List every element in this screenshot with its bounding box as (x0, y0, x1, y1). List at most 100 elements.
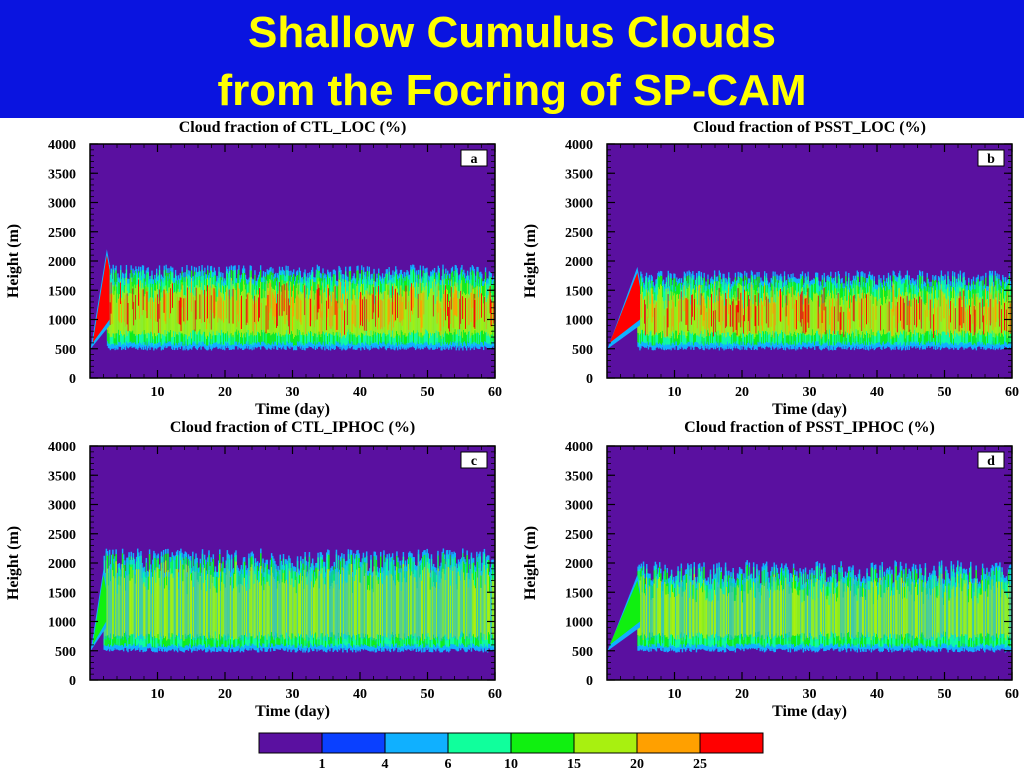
x-tick-label: 10 (151, 385, 165, 400)
chart-panel-a: a Cloud fraction of CTL_LOC (%) 0 500 1000 15… (5, 119, 502, 418)
colorbar-label: 20 (630, 757, 644, 768)
panel-label: c (471, 454, 477, 469)
x-tick-label: 30 (803, 385, 817, 400)
x-axis-label: Time (day) (772, 703, 847, 720)
y-tick-label: 2500 (48, 528, 76, 543)
y-tick-label: 0 (586, 372, 593, 387)
panel-label: b (987, 152, 995, 167)
colorbar-swatch (384, 732, 449, 754)
y-tick-label: 3000 (565, 499, 593, 514)
y-tick-label: 1500 (48, 586, 76, 601)
y-axis-label: Height (m) (522, 526, 539, 600)
colorbar: 1 4 6 10 15 20 25 (258, 732, 764, 768)
x-tick-label: 20 (218, 385, 232, 400)
y-axis-label: Height (m) (522, 224, 539, 298)
y-tick-label: 1000 (565, 616, 593, 631)
x-tick-label: 50 (421, 385, 435, 400)
y-tick-label: 4000 (48, 440, 76, 455)
colorbar-label: 15 (567, 757, 581, 768)
y-tick-label: 500 (572, 343, 593, 358)
x-tick-label: 20 (735, 687, 749, 702)
x-tick-label: 60 (1005, 385, 1019, 400)
x-axis-label: Time (day) (772, 401, 847, 418)
y-tick-label: 3000 (48, 197, 76, 212)
y-axis-label: Height (m) (5, 224, 22, 298)
x-axis-label: Time (day) (255, 401, 330, 418)
x-tick-label: 50 (421, 687, 435, 702)
colorbar-label: 25 (693, 757, 707, 768)
chart-title: Cloud fraction of CTL_IPHOC (%) (170, 419, 415, 436)
y-tick-label: 1500 (565, 586, 593, 601)
y-tick-label: 4000 (565, 440, 593, 455)
y-tick-label: 3500 (565, 167, 593, 182)
panel-label-box (977, 451, 1005, 469)
chart-panel-c: c Cloud fraction of CTL_IPHOC (%) 0 500 1000… (5, 419, 502, 720)
chart-panel-d: d Cloud fraction of PSST_IPHOC (%) 0 500 100… (522, 419, 1019, 720)
slide-title-line-1: Shallow Cumulus Clouds (247, 8, 777, 57)
y-tick-label: 1500 (48, 284, 76, 299)
chart-title: Cloud fraction of CTL_LOC (%) (179, 119, 407, 136)
x-tick-label: 40 (870, 385, 884, 400)
panel-label: d (987, 454, 995, 469)
x-tick-label: 10 (151, 687, 165, 702)
colorbar-swatch (636, 732, 701, 754)
cloud-field (607, 266, 1012, 351)
y-tick-label: 2000 (565, 255, 593, 270)
y-tick-label: 2000 (565, 557, 593, 572)
x-tick-label: 60 (488, 687, 502, 702)
cloud-field (607, 560, 1012, 653)
x-tick-label: 20 (735, 385, 749, 400)
y-tick-label: 0 (586, 674, 593, 689)
x-tick-label: 60 (488, 385, 502, 400)
x-tick-label: 30 (803, 687, 817, 702)
x-tick-label: 60 (1005, 687, 1019, 702)
colorbar-label: 6 (445, 757, 452, 768)
y-tick-label: 1000 (48, 616, 76, 631)
x-tick-label: 30 (286, 687, 300, 702)
x-tick-label: 40 (353, 385, 367, 400)
colorbar-label: 1 (319, 757, 326, 768)
chart-title: Cloud fraction of PSST_LOC (%) (693, 119, 926, 136)
panel-label-box (460, 451, 488, 469)
y-tick-label: 4000 (565, 138, 593, 153)
colorbar-label: 10 (504, 757, 518, 768)
y-tick-label: 3000 (48, 499, 76, 514)
colorbar-swatch (258, 732, 323, 754)
x-tick-label: 10 (668, 385, 682, 400)
slide-title-line-2: from the Focring of SP-CAM (217, 66, 807, 115)
y-tick-label: 2500 (48, 226, 76, 241)
y-tick-label: 3500 (48, 469, 76, 484)
x-tick-label: 40 (353, 687, 367, 702)
panel-label-box (977, 149, 1005, 167)
y-tick-label: 2000 (48, 255, 76, 270)
y-tick-label: 0 (69, 674, 76, 689)
y-tick-label: 3500 (565, 469, 593, 484)
y-tick-label: 500 (55, 645, 76, 660)
x-tick-label: 10 (668, 687, 682, 702)
y-tick-label: 2000 (48, 557, 76, 572)
y-tick-label: 4000 (48, 138, 76, 153)
colorbar-swatch (510, 732, 575, 754)
y-tick-label: 500 (55, 343, 76, 358)
x-axis-label: Time (day) (255, 703, 330, 720)
colorbar-swatch (573, 732, 638, 754)
y-tick-label: 2500 (565, 226, 593, 241)
y-tick-label: 0 (69, 372, 76, 387)
y-tick-label: 2500 (565, 528, 593, 543)
x-tick-label: 50 (938, 687, 952, 702)
y-tick-label: 3500 (48, 167, 76, 182)
colorbar-swatch (447, 732, 512, 754)
x-tick-label: 20 (218, 687, 232, 702)
y-tick-label: 3000 (565, 197, 593, 212)
slide-title-bar: Shallow Cumulus Clouds from the Focring … (0, 0, 1024, 118)
colorbar-label: 4 (382, 757, 389, 768)
chart-title: Cloud fraction of PSST_IPHOC (%) (684, 419, 935, 436)
x-tick-label: 50 (938, 385, 952, 400)
panel-label: a (471, 152, 478, 167)
cloud-field (90, 548, 495, 653)
chart-panel-b: b Cloud fraction of PSST_LOC (%) 0 500 1000 1… (522, 119, 1019, 418)
x-tick-label: 40 (870, 687, 884, 702)
x-tick-label: 30 (286, 385, 300, 400)
y-axis-label: Height (m) (5, 526, 22, 600)
